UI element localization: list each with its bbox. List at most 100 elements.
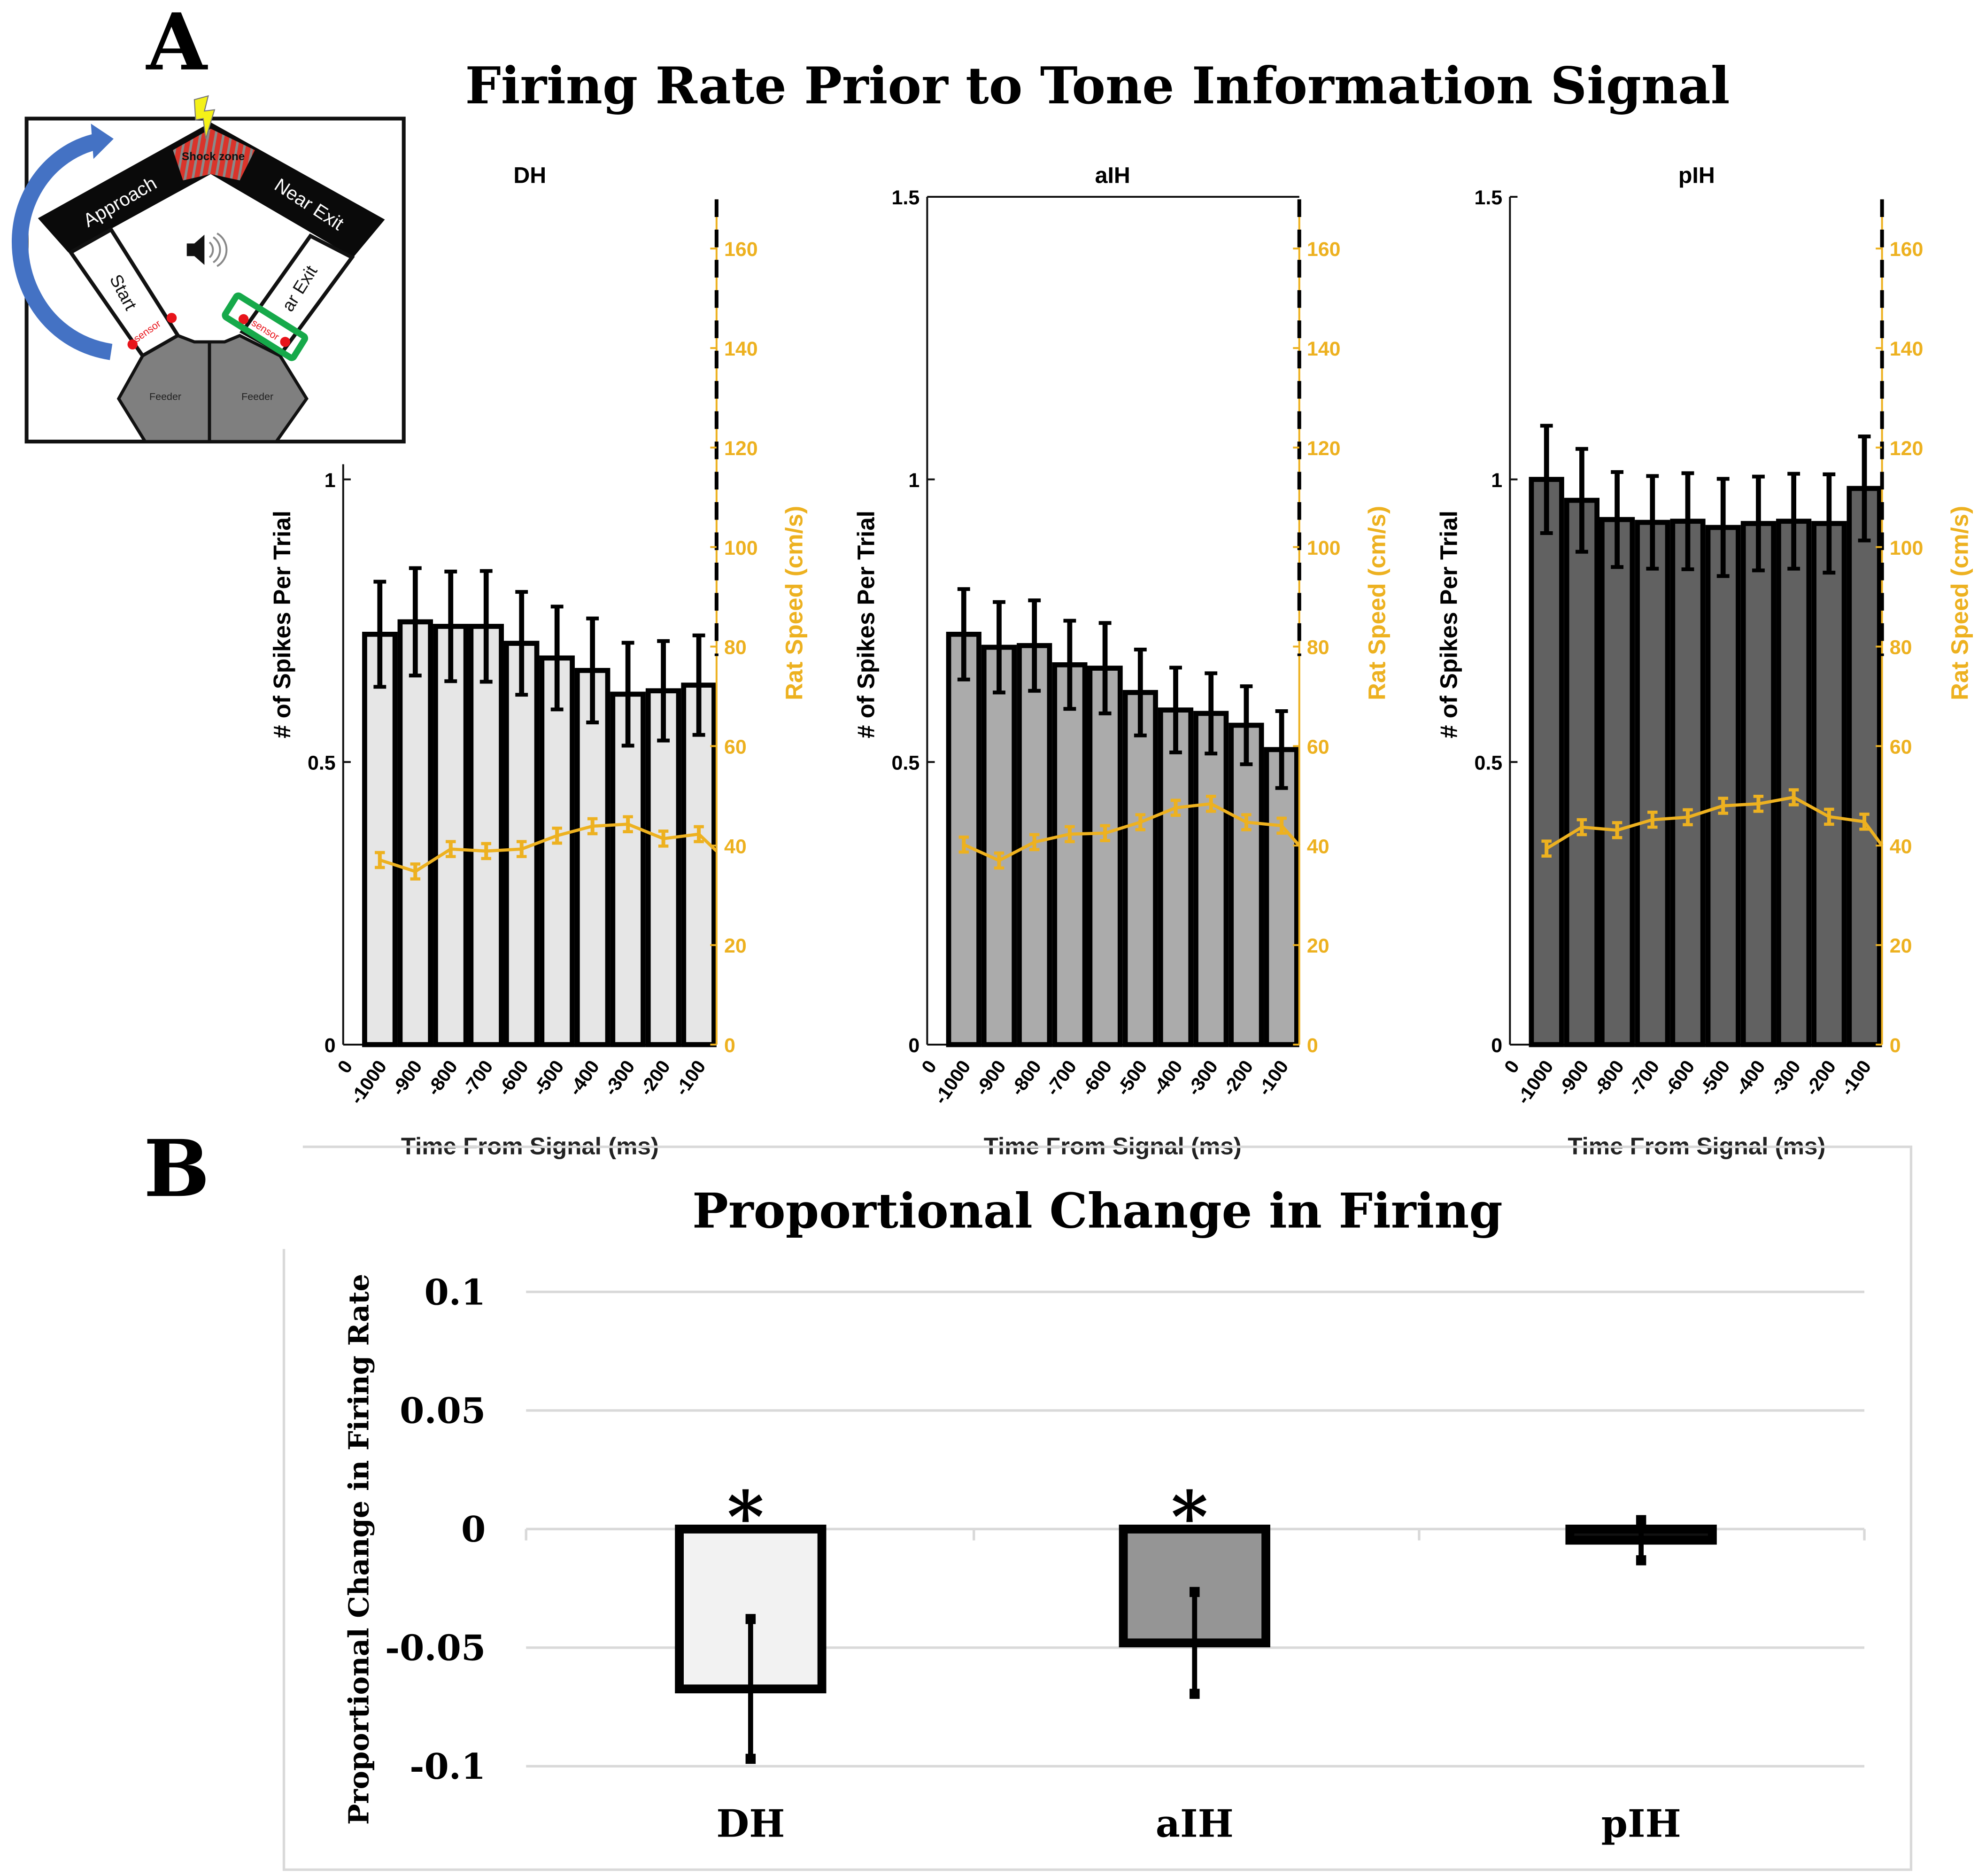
bar <box>645 688 681 1047</box>
y2-tick-label: 140 <box>1307 338 1341 360</box>
x-tick-label: -600 <box>1077 1056 1116 1100</box>
y-tick-label: -0.05 <box>385 1627 486 1669</box>
chart-panel-aih: aIH00.511.50-1000-900-800-700-600-500-40… <box>853 163 1391 1159</box>
x-tick-label: -500 <box>529 1056 568 1100</box>
bar <box>1122 690 1158 1047</box>
bar <box>1811 521 1847 1047</box>
chart-title: Proportional Change in Firing <box>692 1183 1503 1239</box>
sensor-dot <box>127 339 138 350</box>
x-tick-label: -100 <box>1836 1056 1875 1100</box>
x-tick-label: -200 <box>1801 1056 1840 1100</box>
bar <box>468 624 504 1047</box>
x-tick-label: -100 <box>671 1056 710 1100</box>
y-tick-label: 0.5 <box>1474 752 1502 774</box>
bar <box>1564 497 1599 1047</box>
y-tick-label: 0 <box>325 1034 336 1057</box>
error-cap <box>1636 1515 1646 1526</box>
x-tick-label: -400 <box>564 1056 603 1100</box>
speaker-icon <box>186 233 228 267</box>
x-tick-label: -800 <box>1006 1056 1045 1100</box>
y2-tick-label: 100 <box>1307 537 1341 559</box>
bar <box>397 619 433 1047</box>
category-label: pIH <box>1601 1802 1681 1846</box>
y2-tick-label: 0 <box>1307 1034 1318 1057</box>
bar <box>1599 517 1635 1047</box>
significance-asterisk: * <box>727 1476 764 1558</box>
bar <box>539 655 575 1047</box>
x-tick-label: -300 <box>1766 1056 1805 1100</box>
y-axis-label: # of Spikes Per Trial <box>269 511 295 738</box>
y-axis-label: # of Spikes Per Trial <box>853 511 880 738</box>
y2-tick-label: 20 <box>724 935 747 957</box>
x-tick-label: 0 <box>918 1056 941 1077</box>
x-tick-label: -900 <box>971 1056 1010 1100</box>
x-tick-label: -600 <box>494 1056 533 1100</box>
bar <box>362 631 398 1047</box>
y2-tick-label: 40 <box>724 835 747 858</box>
feeder-right <box>208 333 309 443</box>
y2-tick-label: 0 <box>724 1034 735 1057</box>
x-tick-label: -900 <box>387 1056 426 1100</box>
error-cap <box>745 1614 756 1624</box>
y-tick-label: 0.5 <box>892 752 920 774</box>
y2-axis-label: Rat Speed (cm/s) <box>1946 506 1973 700</box>
bar <box>1264 747 1299 1047</box>
feeder-left-label: Feeder <box>149 391 181 402</box>
y2-tick-label: 160 <box>1890 238 1924 261</box>
bar <box>1158 707 1194 1047</box>
shock-zone-label: Shock zone <box>182 150 245 163</box>
y-tick-label: 1.5 <box>1474 186 1502 209</box>
bar <box>574 668 610 1047</box>
chart-panel-pih: pIH00.511.50-1000-900-800-700-600-500-40… <box>1435 163 1973 1159</box>
bar <box>610 691 646 1047</box>
x-tick-label: -800 <box>1589 1056 1628 1100</box>
bar <box>681 682 717 1047</box>
x-tick-label: -700 <box>1042 1056 1081 1100</box>
bar <box>1670 519 1706 1047</box>
maze-diagram: Shock zone Approach Near Exit Start ar E… <box>12 95 406 444</box>
y2-tick-label: 80 <box>724 636 747 659</box>
y-tick-label: 0.05 <box>400 1390 486 1432</box>
bar <box>1705 525 1741 1047</box>
x-tick-label: -1000 <box>346 1056 391 1108</box>
y-tick-label: 1 <box>908 469 919 492</box>
y2-tick-label: 20 <box>1307 935 1329 957</box>
highlight-box <box>222 292 309 361</box>
significance-asterisk: * <box>1171 1476 1208 1558</box>
y-tick-label: 1 <box>325 469 336 492</box>
sensor-dot <box>166 313 177 323</box>
bar <box>1193 711 1229 1047</box>
error-cap <box>745 1753 756 1764</box>
y2-tick-label: 40 <box>1890 835 1912 858</box>
y2-tick-label: 40 <box>1307 835 1329 858</box>
x-tick-label: -300 <box>1183 1056 1222 1100</box>
y2-tick-label: 140 <box>1890 338 1924 360</box>
x-tick-label: -700 <box>1624 1056 1663 1100</box>
bar <box>1087 666 1123 1047</box>
sensor-dot <box>238 314 249 325</box>
bar <box>433 624 469 1047</box>
panel-b-chart: Proportional Change in Firing 0.1 0.05 0 -0.… <box>343 1183 1866 1846</box>
y2-tick-label: 160 <box>724 238 758 261</box>
y-tick-label: 0 <box>461 1508 486 1550</box>
chart-title: pIH <box>1678 163 1715 188</box>
y2-tick-label: 120 <box>724 437 758 460</box>
x-tick-label: -300 <box>600 1056 639 1100</box>
x-tick-label: -200 <box>1218 1056 1257 1100</box>
x-tick-label: -400 <box>1148 1056 1187 1100</box>
y2-axis-label: Rat Speed (cm/s) <box>1363 506 1390 700</box>
x-tick-label: -800 <box>423 1056 462 1100</box>
bar <box>1847 486 1882 1047</box>
panel-b-letter: B <box>144 1123 210 1215</box>
bar <box>1229 722 1264 1047</box>
y-tick-label: 1.5 <box>892 186 920 209</box>
chart-title: aIH <box>1095 163 1130 188</box>
sensor-dot <box>280 337 290 347</box>
y2-tick-label: 120 <box>1307 437 1341 460</box>
x-tick-label: -1000 <box>1513 1056 1558 1108</box>
y2-tick-label: 100 <box>1890 537 1924 559</box>
y2-tick-label: 0 <box>1890 1034 1901 1057</box>
error-cap <box>1190 1587 1200 1597</box>
y2-tick-label: 60 <box>1307 736 1329 759</box>
y-axis-label: # of Spikes Per Trial <box>1435 511 1462 738</box>
